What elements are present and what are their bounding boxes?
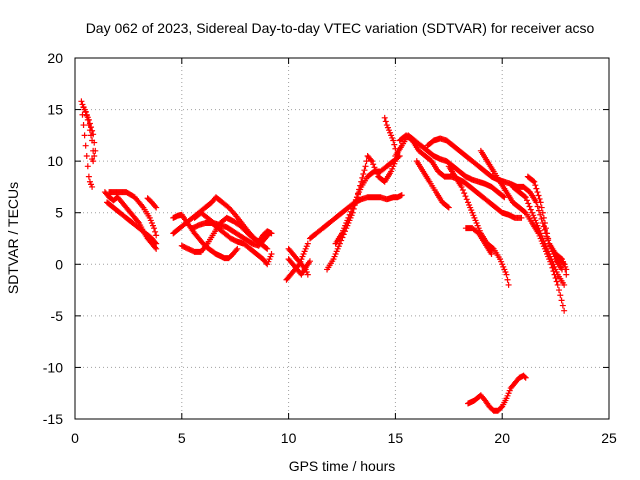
series-s10: [178, 214, 275, 255]
y-tick-label: 20: [47, 50, 63, 66]
series-marks: [104, 199, 160, 247]
chart-title: Day 062 of 2023, Sidereal Day-to-day VTE…: [86, 20, 595, 36]
series-marks: [191, 209, 273, 249]
series-s21: [396, 132, 525, 221]
series-marks: [285, 256, 313, 278]
series-s27: [509, 183, 568, 288]
series-s3: [80, 104, 97, 163]
y-tick-labels: -15 -10 -5 0 5 10 15 20: [43, 50, 63, 427]
series-marks: [396, 132, 525, 221]
x-tick-label: 20: [494, 430, 510, 446]
x-tick-label: 0: [71, 430, 79, 446]
series-marks: [552, 250, 570, 278]
x-tick-label: 15: [388, 430, 404, 446]
series-marks: [465, 372, 529, 414]
series-marks: [477, 147, 568, 314]
y-axis-label: SDTVAR / TECUs: [5, 182, 21, 294]
series-s25: [462, 225, 495, 257]
y-tick-label: 0: [55, 256, 63, 272]
series-marks: [178, 214, 275, 255]
series-marks: [144, 195, 160, 211]
x-tick-labels: 0 5 10 15 20 25: [71, 430, 617, 446]
series-s7: [144, 195, 160, 211]
series-s5: [104, 199, 160, 247]
y-tick-label: 5: [55, 205, 63, 221]
grid-lines: [75, 58, 609, 419]
y-tick-label: -5: [51, 308, 64, 324]
x-axis-label: GPS time / hours: [289, 458, 396, 474]
series-marks: [413, 158, 452, 211]
series-marks: [509, 183, 568, 288]
series-marks: [79, 101, 99, 165]
x-tick-label: 25: [601, 430, 617, 446]
series-s11: [189, 220, 275, 268]
y-tick-label: -15: [43, 411, 63, 427]
series-marks: [80, 104, 97, 163]
data-series: [78, 98, 570, 414]
series-s6: [106, 189, 160, 239]
series-marks: [324, 152, 399, 273]
axis-ticks: [74, 57, 610, 420]
series-marks: [78, 98, 96, 190]
series-s18: [324, 152, 399, 273]
series-s2: [79, 101, 99, 165]
y-tick-label: 10: [47, 153, 63, 169]
series-s12: [191, 209, 273, 249]
series-s23: [413, 158, 452, 211]
y-tick-label: -10: [43, 359, 63, 375]
series-s26: [477, 147, 568, 314]
series-marks: [189, 220, 275, 268]
y-tick-label: 15: [47, 102, 63, 118]
series-s19: [381, 114, 399, 152]
series-marks: [106, 189, 160, 239]
series-s30: [465, 372, 529, 414]
x-tick-label: 10: [281, 430, 297, 446]
x-tick-label: 5: [178, 430, 186, 446]
series-s15: [285, 256, 313, 278]
series-s1: [78, 98, 96, 190]
series-s29: [552, 250, 570, 278]
plot-frame: [74, 57, 610, 420]
series-marks: [462, 225, 495, 257]
series-marks: [381, 114, 399, 152]
